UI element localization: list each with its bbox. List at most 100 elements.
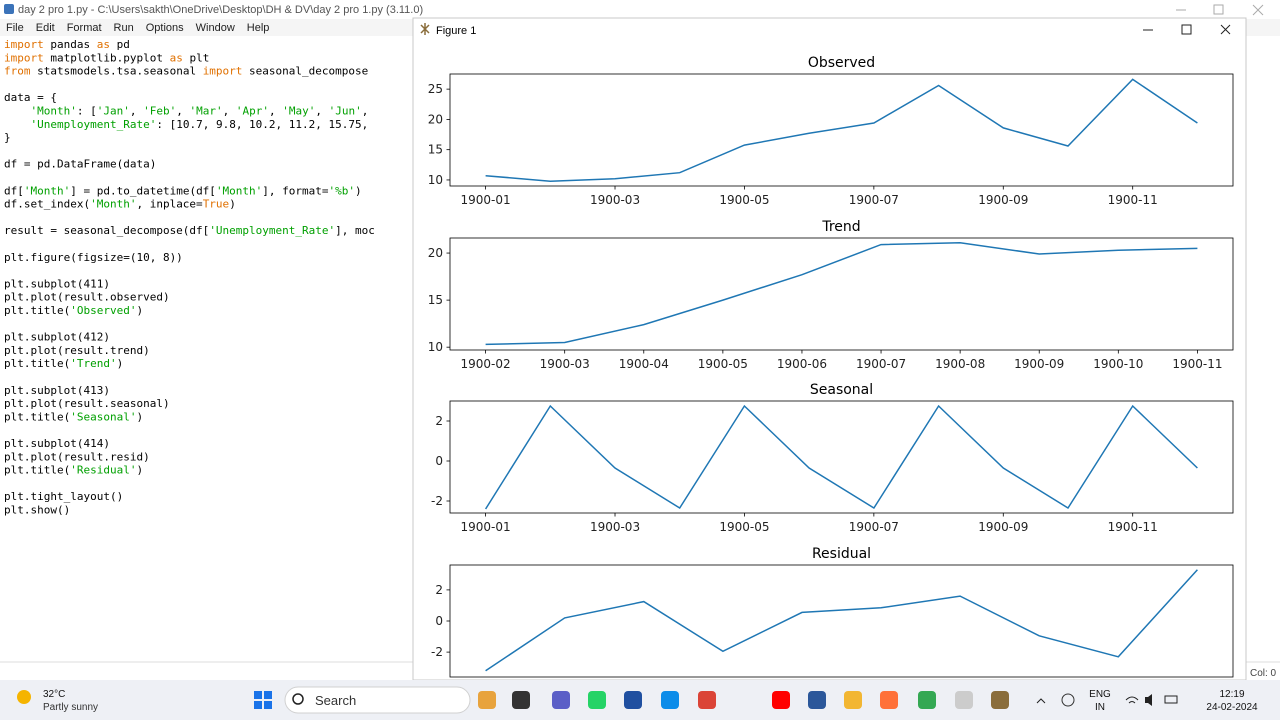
x-tick-label: 1900-09 [1014, 357, 1064, 371]
app-icon[interactable] [512, 691, 530, 709]
figure-titlebar [414, 19, 1245, 42]
temperature: 32°C [43, 689, 65, 700]
weather-icon[interactable] [17, 690, 31, 704]
code-line: plt.plot(result.observed) [4, 291, 170, 304]
status-col: Col: 0 [1250, 668, 1277, 679]
x-tick-label: 1900-10 [1093, 357, 1143, 371]
code-line: plt.subplot(412) [4, 331, 110, 344]
app-icon[interactable] [698, 691, 716, 709]
x-tick-label: 1900-05 [719, 520, 769, 534]
code-line: plt.subplot(413) [4, 384, 110, 397]
menu-item[interactable]: File [6, 22, 24, 34]
app-icon[interactable] [955, 691, 973, 709]
code-line: df.set_index('Month', inplace=True) [4, 198, 236, 211]
close[interactable] [1220, 24, 1231, 35]
code-line: plt.subplot(411) [4, 277, 110, 290]
app-icon[interactable] [880, 691, 898, 709]
weather: Partly sunny [43, 702, 98, 713]
y-tick-label: 0 [435, 454, 443, 468]
x-tick-label: 1900-01 [461, 193, 511, 207]
menu-item[interactable]: Window [196, 22, 235, 34]
search-box[interactable] [284, 686, 471, 714]
search-icon [292, 693, 304, 705]
start-button[interactable] [254, 691, 272, 709]
app-icon[interactable] [478, 691, 496, 709]
clock-time: 12:19 [1219, 689, 1244, 700]
region: IN [1095, 702, 1105, 713]
menu-item[interactable]: Options [146, 22, 184, 34]
code-line: plt.figure(figsize=(10, 8)) [4, 251, 183, 264]
code-line: plt.tight_layout() [4, 490, 123, 503]
x-tick-label: 1900-04 [619, 357, 669, 371]
y-tick-label: 15 [428, 143, 443, 157]
x-tick-label: 1900-02 [461, 357, 511, 371]
y-tick-label: -2 [431, 494, 443, 508]
figure-controls [1143, 24, 1231, 35]
code-line: plt.title('Residual') [4, 464, 143, 477]
subplot-title: Residual [812, 546, 871, 562]
series-line [484, 404, 1198, 510]
maximize[interactable] [1213, 4, 1224, 15]
volume-icon[interactable] [1145, 694, 1152, 706]
y-tick-label: 2 [435, 583, 443, 597]
axes-frame [449, 73, 1234, 187]
x-tick-label: 1900-01 [461, 520, 511, 534]
app-icon[interactable] [991, 691, 1009, 709]
y-tick-label: 2 [435, 414, 443, 428]
code-line: plt.plot(result.resid) [4, 450, 150, 463]
app-icon[interactable] [661, 691, 679, 709]
y-tick-label: 10 [428, 173, 443, 187]
menu-item[interactable]: Edit [36, 22, 55, 34]
battery-icon[interactable] [1164, 695, 1178, 704]
x-tick-label: 1900-11 [1108, 193, 1158, 207]
subplot-title: Seasonal [810, 382, 873, 398]
axes-frame [449, 237, 1234, 351]
app-icon[interactable] [552, 691, 570, 709]
code-line: result = seasonal_decompose(df['Unemploy… [4, 224, 375, 237]
language: ENG [1089, 689, 1111, 700]
editor-title: day 2 pro 1.py - C:\Users\sakth\OneDrive… [18, 4, 423, 16]
editor-controls [1176, 4, 1264, 16]
menu-item[interactable]: Run [114, 22, 134, 34]
series-line [485, 78, 1198, 182]
menu-item[interactable]: Format [67, 22, 102, 34]
app-icon[interactable] [772, 691, 790, 709]
code-line: plt.title('Observed') [4, 304, 143, 317]
code-line: plt.title('Seasonal') [4, 410, 143, 423]
code-line: df = pd.DataFrame(data) [4, 158, 156, 171]
code-line: from statsmodels.tsa.seasonal import sea… [4, 65, 368, 78]
x-tick-label: 1900-05 [719, 193, 769, 207]
close[interactable] [1252, 4, 1264, 16]
tray-chevron[interactable] [1036, 698, 1046, 704]
wifi-icon[interactable] [1125, 696, 1139, 704]
menu: File Edit Format Run Options Window Help [6, 22, 269, 34]
code-line: import matplotlib.pyplot as plt [4, 51, 209, 64]
app-icon[interactable] [588, 691, 606, 709]
maximize[interactable] [1181, 24, 1192, 35]
x-tick-label: 1900-05 [698, 357, 748, 371]
x-tick-label: 1900-07 [856, 357, 906, 371]
app-icon[interactable] [918, 691, 936, 709]
figure-window [412, 17, 1247, 681]
x-tick-label: 1900-07 [849, 193, 899, 207]
x-tick-label: 1900-06 [777, 357, 827, 371]
x-tick-label: 1900-09 [978, 193, 1028, 207]
app-icon[interactable] [808, 691, 826, 709]
code-line: plt.plot(result.seasonal) [4, 397, 170, 410]
app-icon[interactable] [844, 691, 862, 709]
y-tick-label: 20 [428, 246, 443, 260]
x-tick-label: 1900-11 [1108, 520, 1158, 534]
code-line: 'Month': ['Jan', 'Feb', 'Mar', 'Apr', 'M… [4, 105, 368, 118]
code-line: } [4, 131, 11, 144]
app-icon[interactable] [624, 691, 642, 709]
subplot-title: Trend [821, 219, 860, 235]
code-line: 'Unemployment_Rate': [10.7, 9.8, 10.2, 1… [4, 118, 368, 131]
tray-icon[interactable] [1061, 693, 1075, 707]
menu-item[interactable]: Help [247, 22, 270, 34]
code-line: plt.subplot(414) [4, 437, 110, 450]
x-tick-label: 1900-08 [935, 357, 985, 371]
x-tick-label: 1900-07 [849, 520, 899, 534]
y-tick-label: -2 [431, 645, 443, 659]
